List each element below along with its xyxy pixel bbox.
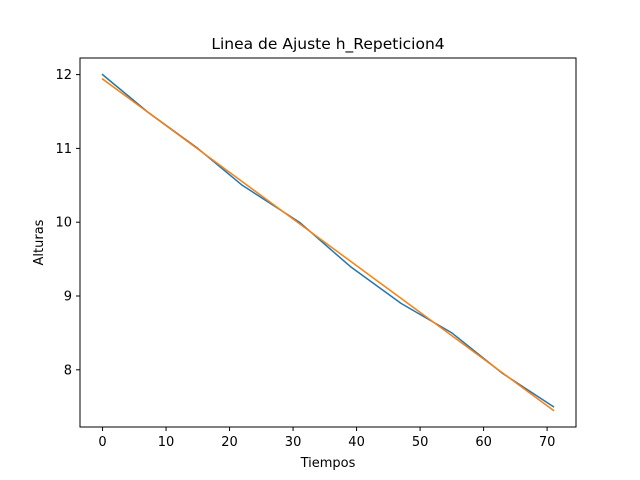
y-tick-label: 12 xyxy=(55,68,72,83)
y-tick-label: 9 xyxy=(64,290,72,305)
plot-frame xyxy=(79,57,577,428)
x-tick-label: 30 xyxy=(285,435,302,450)
x-tick-label: 10 xyxy=(158,435,175,450)
chart-title: Linea de Ajuste h_Repeticion4 xyxy=(211,35,444,54)
x-tick-label: 70 xyxy=(539,435,556,450)
x-tick-label: 60 xyxy=(475,435,492,450)
x-tick-label: 0 xyxy=(98,435,106,450)
y-axis: 8 9 10 11 12 xyxy=(55,68,80,378)
x-tick-label: 20 xyxy=(221,435,238,450)
y-tick-label: 10 xyxy=(55,216,72,231)
y-tick-label: 8 xyxy=(64,363,72,378)
x-axis-label: Tiempos xyxy=(300,456,356,471)
y-tick-label: 11 xyxy=(55,142,72,157)
series-line-2 xyxy=(101,77,555,412)
x-tick-label: 50 xyxy=(412,435,429,450)
x-axis: 0 10 20 30 40 50 60 70 xyxy=(98,427,555,450)
x-tick-label: 40 xyxy=(348,435,365,450)
series-layer xyxy=(101,73,555,412)
y-axis-label: Alturas xyxy=(32,219,47,265)
